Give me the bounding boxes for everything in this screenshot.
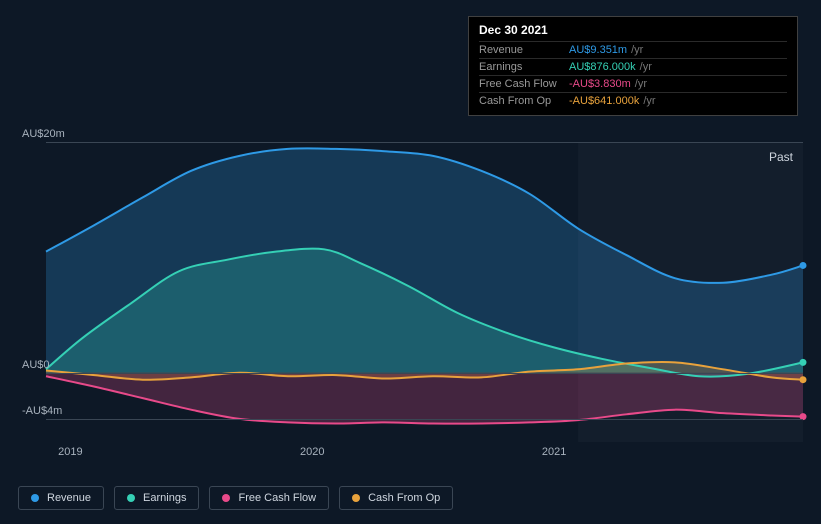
tooltip-metric-unit: /yr: [635, 78, 647, 90]
x-axis-label: 2019: [58, 446, 82, 458]
tooltip-row: RevenueAU$9.351m/yr: [479, 41, 787, 58]
past-label: Past: [769, 150, 793, 164]
tooltip-metric-label: Earnings: [479, 61, 569, 73]
legend-label: Revenue: [47, 492, 91, 504]
tooltip-date: Dec 30 2021: [479, 23, 787, 37]
y-axis-label: AU$0: [22, 359, 50, 371]
legend-dot-icon: [222, 494, 230, 502]
tooltip-metric-unit: /yr: [631, 44, 643, 56]
series-end-dot: [800, 359, 807, 366]
legend-label: Free Cash Flow: [238, 492, 316, 504]
tooltip-metric-label: Free Cash Flow: [479, 78, 569, 90]
legend-item-free-cash-flow[interactable]: Free Cash Flow: [209, 486, 329, 510]
chart-plot: [18, 128, 803, 452]
series-end-dot: [800, 376, 807, 383]
tooltip-metric-value: AU$9.351m: [569, 44, 627, 56]
tooltip-metric-value: AU$876.000k: [569, 61, 636, 73]
legend-item-revenue[interactable]: Revenue: [18, 486, 104, 510]
tooltip-row: Cash From Op-AU$641.000k/yr: [479, 92, 787, 109]
legend-item-cash-from-op[interactable]: Cash From Op: [339, 486, 453, 510]
legend-dot-icon: [352, 494, 360, 502]
legend-dot-icon: [127, 494, 135, 502]
y-axis-label: -AU$4m: [22, 405, 62, 417]
legend-label: Earnings: [143, 492, 186, 504]
tooltip-row: EarningsAU$876.000k/yr: [479, 58, 787, 75]
tooltip-metric-label: Cash From Op: [479, 95, 569, 107]
tooltip-metric-value: -AU$641.000k: [569, 95, 639, 107]
tooltip-metric-unit: /yr: [640, 61, 652, 73]
gridline: [46, 419, 803, 420]
tooltip-metric-value: -AU$3.830m: [569, 78, 631, 90]
gridline: [46, 373, 803, 374]
x-axis-label: 2021: [542, 446, 566, 458]
tooltip-row: Free Cash Flow-AU$3.830m/yr: [479, 75, 787, 92]
series-end-dot: [800, 262, 807, 269]
y-axis-label: AU$20m: [22, 128, 65, 140]
legend-label: Cash From Op: [368, 492, 440, 504]
chart-legend: Revenue Earnings Free Cash Flow Cash From O…: [18, 486, 453, 510]
tooltip-metric-label: Revenue: [479, 44, 569, 56]
x-axis-label: 2020: [300, 446, 324, 458]
data-tooltip: Dec 30 2021 RevenueAU$9.351m/yrEarningsA…: [468, 16, 798, 116]
legend-dot-icon: [31, 494, 39, 502]
tooltip-metric-unit: /yr: [643, 95, 655, 107]
gridline: [46, 142, 803, 143]
financials-chart: AU$20m AU$0 -AU$4m Past 2019 2020 2021: [18, 128, 803, 468]
legend-item-earnings[interactable]: Earnings: [114, 486, 199, 510]
